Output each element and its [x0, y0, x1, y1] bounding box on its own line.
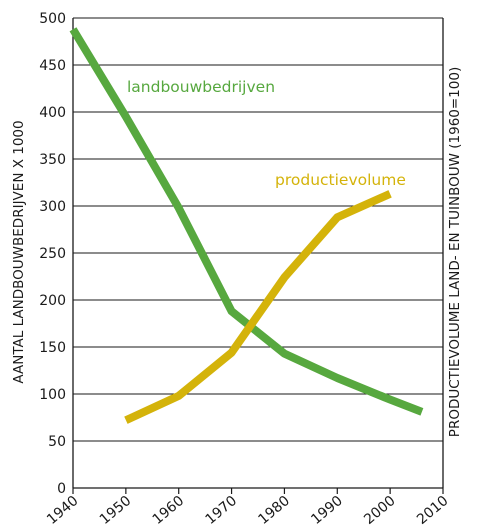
- y-tick-label: 300: [39, 199, 66, 215]
- x-tick-labels: 1940 1950 1960 1970 1980 1990 2000 2010: [44, 493, 452, 528]
- y-tick-label: 200: [39, 293, 66, 309]
- x-tick-label: 1980: [255, 493, 293, 528]
- x-tick-label: 1990: [308, 493, 346, 528]
- y-tick-label: 100: [39, 387, 66, 403]
- y-tick-label: 450: [39, 58, 66, 74]
- x-tick-label: 1940: [44, 493, 82, 528]
- x-tick-label: 1960: [150, 493, 188, 528]
- x-tick-label: 2010: [414, 493, 452, 528]
- series-labels: landbouwbedrijven productievolume: [127, 78, 406, 189]
- series-label-landbouwbedrijven: landbouwbedrijven: [127, 78, 275, 96]
- axes: [72, 18, 444, 494]
- series-line-productievolume: [124, 190, 392, 424]
- x-tick-label: 2000: [361, 493, 399, 528]
- y-axis-title-left: AANTAL LANDBOUWBEDRIJVEN X 1000: [11, 120, 27, 383]
- x-tick-label: 1970: [203, 493, 241, 528]
- series-line-landbouwbedrijven: [69, 27, 424, 416]
- y-tick-label: 0: [57, 481, 66, 497]
- y-tick-labels: 0 50 100 150 200 250 300 350 400 450 500: [39, 11, 66, 497]
- y-tick-label: 500: [39, 11, 66, 27]
- y-tick-label: 400: [39, 105, 66, 121]
- series-label-productievolume: productievolume: [275, 171, 406, 189]
- grid-lines: [73, 17, 443, 442]
- y-axis-title-right: PRODUCTIEVOLUME LAND- EN TUINBOUW (1960=…: [447, 67, 463, 437]
- y-tick-label: 50: [48, 434, 66, 450]
- series-lines: [69, 27, 424, 424]
- y-tick-label: 350: [39, 152, 66, 168]
- x-tick-label: 1950: [97, 493, 135, 528]
- y-tick-label: 150: [39, 340, 66, 356]
- y-tick-label: 250: [39, 246, 66, 262]
